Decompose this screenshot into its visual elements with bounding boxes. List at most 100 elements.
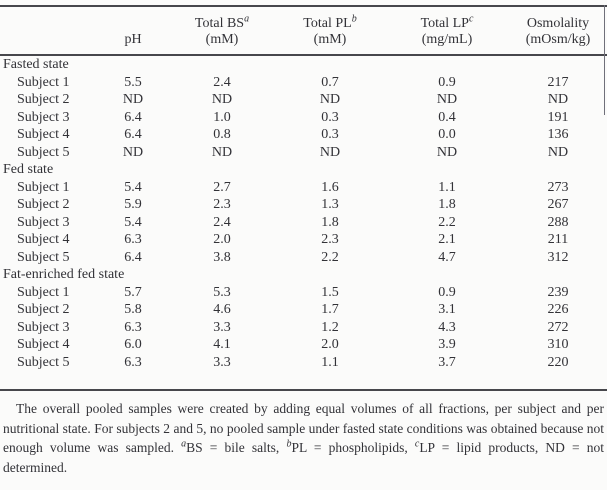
value-cell: 3.3 <box>213 319 231 335</box>
value-cell: 0.9 <box>438 74 456 90</box>
value-cell: 0.0 <box>438 127 456 142</box>
column-header-title: Total BS <box>194 16 245 31</box>
subject-row: Subject 4 6.3 2.0 2.3 2.1 211 <box>0 231 607 249</box>
value-cell: 226 <box>547 302 569 317</box>
value-cell: 1.8 <box>438 197 456 212</box>
value-cell: 3.1 <box>438 302 456 317</box>
value-cell: 1.1 <box>438 179 456 195</box>
subject-label: Subject 4 <box>17 127 70 142</box>
subject-row: Subject 2 ND ND ND ND ND <box>0 91 607 109</box>
group-label: Fed state <box>3 162 54 177</box>
subject-label: Subject 5 <box>17 144 70 160</box>
column-header: pH <box>97 7 169 56</box>
group-row: Fed state <box>0 161 607 179</box>
subject-row: Subject 1 5.7 5.3 1.5 0.9 239 <box>0 284 607 302</box>
value-cell: 288 <box>547 214 569 230</box>
value-cell: 0.7 <box>321 74 339 90</box>
value-cell: 1.0 <box>213 109 231 125</box>
value-cell: 211 <box>547 232 569 247</box>
subject-row: Subject 4 6.0 4.1 2.0 3.9 310 <box>0 336 607 354</box>
value-cell: 191 <box>547 109 569 125</box>
group-label: Fasted state <box>3 57 69 72</box>
subject-row: Subject 5 6.3 3.3 1.1 3.7 220 <box>0 354 607 372</box>
value-cell: 3.7 <box>438 354 456 370</box>
value-cell: 2.0 <box>321 337 339 352</box>
subject-label: Subject 1 <box>17 74 70 90</box>
value-cell: ND <box>436 92 458 107</box>
value-cell: 3.3 <box>213 354 231 370</box>
value-cell: 2.1 <box>438 232 456 247</box>
value-cell: 136 <box>547 127 569 142</box>
subject-row: Subject 4 6.4 0.8 0.3 0.0 136 <box>0 126 607 144</box>
value-cell: ND <box>211 144 233 160</box>
subject-label: Subject 2 <box>17 302 70 317</box>
value-cell: 1.6 <box>321 179 339 195</box>
subject-label: Subject 4 <box>17 337 70 352</box>
value-cell: 3.8 <box>213 249 231 265</box>
column-header: Total LPc (mg/mL) <box>385 7 509 56</box>
footnote-superscript: c <box>414 438 420 450</box>
value-cell: 0.8 <box>213 127 231 142</box>
value-cell: ND <box>547 92 569 107</box>
subject-label: Subject 2 <box>17 92 70 107</box>
subject-label: Subject 1 <box>17 284 70 300</box>
value-cell: 6.4 <box>124 109 142 125</box>
table-body: Fasted state Subject 1 5.5 2.4 0.7 0.9 217 Subj… <box>0 55 607 371</box>
subject-label: Subject 2 <box>17 197 70 212</box>
value-cell: 5.5 <box>124 74 142 90</box>
subject-label: Subject 5 <box>17 249 70 265</box>
footnote-text: PL = phospholipids, <box>291 440 415 455</box>
column-header-title: Total LP <box>420 16 469 31</box>
subject-row: Subject 2 5.9 2.3 1.3 1.8 267 <box>0 196 607 214</box>
value-cell: ND <box>122 144 144 160</box>
column-header-footnote-mark: a <box>244 13 250 25</box>
footnote-superscript: b <box>286 438 292 450</box>
subject-row: Subject 2 5.8 4.6 1.7 3.1 226 <box>0 301 607 319</box>
value-cell: 0.4 <box>438 109 456 125</box>
value-cell: 273 <box>547 179 569 195</box>
value-cell: 1.1 <box>321 354 339 370</box>
value-cell: 5.4 <box>124 214 142 230</box>
value-cell: 5.7 <box>124 284 142 300</box>
value-cell: 2.2 <box>438 214 456 230</box>
value-cell: ND <box>547 144 569 160</box>
column-header-title: Total PL <box>303 16 352 31</box>
subject-label: Subject 3 <box>17 109 70 125</box>
subject-label: Subject 3 <box>17 319 70 335</box>
scan-edge-artifact <box>604 5 605 115</box>
value-cell: 1.7 <box>321 302 339 317</box>
subject-row: Subject 5 ND ND ND ND ND <box>0 144 607 162</box>
value-cell: 217 <box>547 74 569 90</box>
value-cell: 6.4 <box>124 127 142 142</box>
subject-row: Subject 5 6.4 3.8 2.2 4.7 312 <box>0 249 607 267</box>
footnote-text: BS = bile salts, <box>186 440 287 455</box>
value-cell: 2.4 <box>213 214 231 230</box>
value-cell: 0.3 <box>321 109 339 125</box>
value-cell: 4.3 <box>438 319 456 335</box>
group-row: Fat-enriched fed state <box>0 266 607 284</box>
column-header-unit: (mM) <box>313 32 347 47</box>
table-header: pH Total BSa (mM) Total PLb (mM) Total LPc (mg… <box>0 7 607 56</box>
value-cell: 6.3 <box>124 319 142 335</box>
subject-row: Subject 3 5.4 2.4 1.8 2.2 288 <box>0 214 607 232</box>
subject-row: Subject 1 5.4 2.7 1.6 1.1 273 <box>0 179 607 197</box>
value-cell: 0.9 <box>438 284 456 300</box>
value-cell: ND <box>211 92 233 107</box>
subject-label: Subject 4 <box>17 232 70 247</box>
column-header-unit: (mOsm/kg) <box>525 32 591 47</box>
column-header: Osmolality (mOsm/kg) <box>509 7 607 56</box>
value-cell: 6.3 <box>124 354 142 370</box>
group-label: Fat-enriched fed state <box>3 267 125 282</box>
value-cell: ND <box>122 92 144 107</box>
value-cell: 1.5 <box>321 284 339 300</box>
subject-row: Subject 3 6.3 3.3 1.2 4.3 272 <box>0 319 607 337</box>
subject-label: Subject 1 <box>17 179 70 195</box>
value-cell: 5.4 <box>124 179 142 195</box>
value-cell: ND <box>319 144 341 160</box>
value-cell: 5.9 <box>124 197 142 212</box>
value-cell: 3.9 <box>438 337 456 352</box>
column-header-footnote-mark: b <box>351 13 357 25</box>
group-row: Fasted state <box>0 55 607 74</box>
value-cell: ND <box>436 144 458 160</box>
value-cell: 2.3 <box>321 232 339 247</box>
